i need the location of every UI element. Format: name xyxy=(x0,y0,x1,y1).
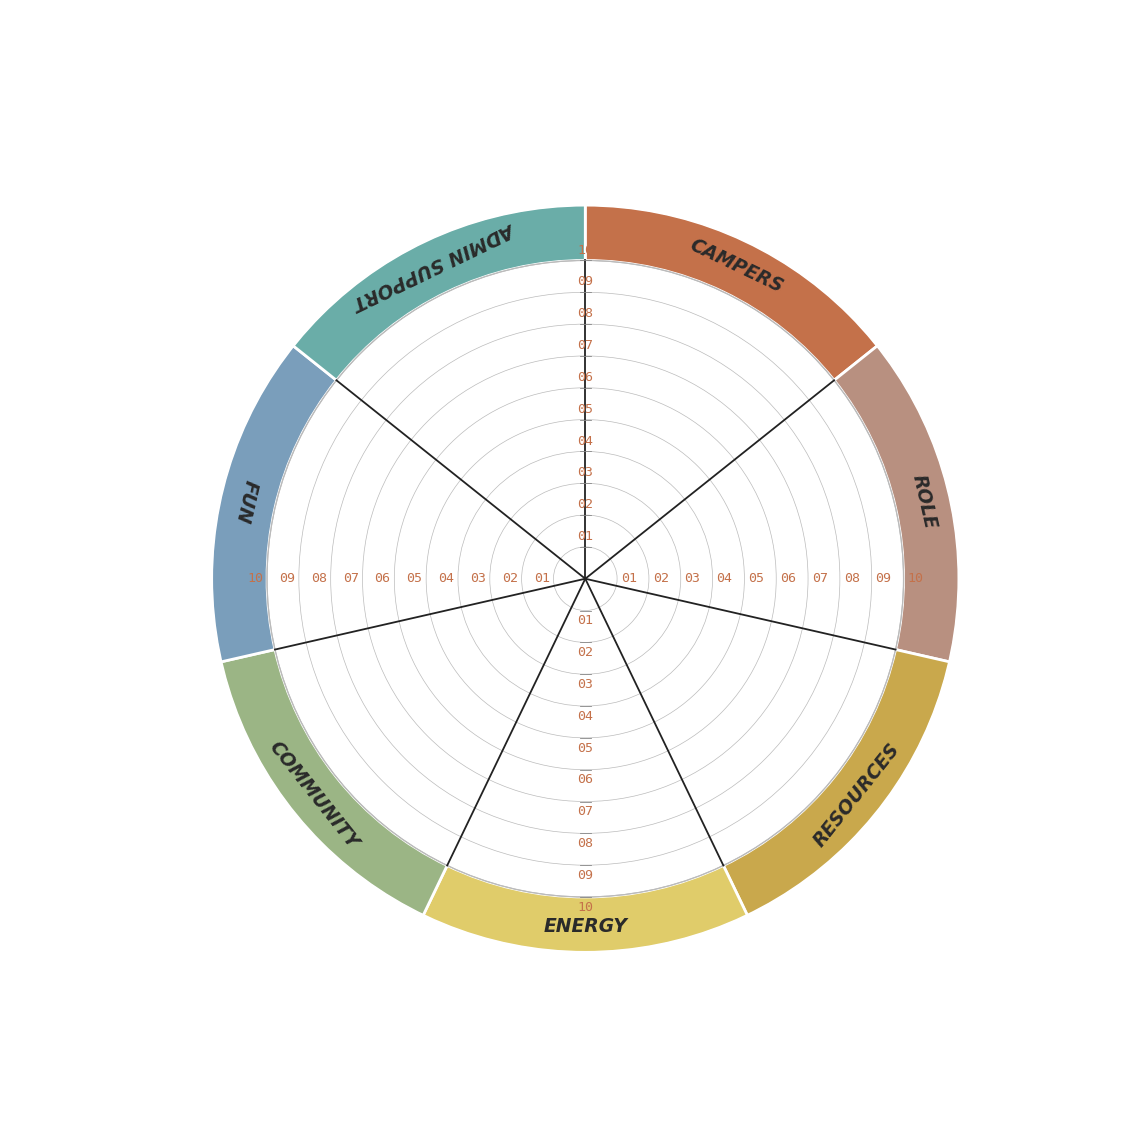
Text: 08: 08 xyxy=(577,837,594,850)
Wedge shape xyxy=(723,650,950,916)
Text: ADMIN SUPPORT: ADMIN SUPPORT xyxy=(351,219,518,313)
Text: 04: 04 xyxy=(577,709,594,723)
Text: 06: 06 xyxy=(375,572,391,586)
Text: RESOURCES: RESOURCES xyxy=(810,740,903,850)
Text: 01: 01 xyxy=(577,531,594,543)
Text: 08: 08 xyxy=(844,572,860,586)
Text: 02: 02 xyxy=(653,572,669,586)
Wedge shape xyxy=(220,650,448,916)
Text: 06: 06 xyxy=(577,774,594,786)
Text: 09: 09 xyxy=(577,869,594,882)
Text: 01: 01 xyxy=(533,572,549,586)
Text: 04: 04 xyxy=(716,572,732,586)
Text: ROLE: ROLE xyxy=(909,472,940,531)
Wedge shape xyxy=(585,204,878,380)
Wedge shape xyxy=(211,345,337,662)
Text: 05: 05 xyxy=(407,572,423,586)
Text: 03: 03 xyxy=(577,678,594,691)
Text: 06: 06 xyxy=(577,371,594,384)
Text: 04: 04 xyxy=(577,434,594,448)
Text: 09: 09 xyxy=(279,572,295,586)
Text: ENERGY: ENERGY xyxy=(544,917,627,935)
Text: 10: 10 xyxy=(247,572,263,586)
Text: 10: 10 xyxy=(577,901,594,913)
Circle shape xyxy=(267,260,903,897)
Text: 07: 07 xyxy=(343,572,359,586)
Text: 09: 09 xyxy=(876,572,892,586)
Text: 07: 07 xyxy=(577,339,594,352)
Text: 02: 02 xyxy=(577,499,594,511)
Wedge shape xyxy=(423,865,748,953)
Text: CAMPERS: CAMPERS xyxy=(686,235,786,297)
Text: 02: 02 xyxy=(577,646,594,659)
Text: 10: 10 xyxy=(577,244,594,257)
Text: 07: 07 xyxy=(577,806,594,818)
Text: 07: 07 xyxy=(812,572,828,586)
Text: 08: 08 xyxy=(577,307,594,321)
Wedge shape xyxy=(292,204,585,380)
Text: 05: 05 xyxy=(577,402,594,416)
Text: 03: 03 xyxy=(577,466,594,479)
Text: 05: 05 xyxy=(577,741,594,755)
Wedge shape xyxy=(834,345,959,662)
Text: 03: 03 xyxy=(684,572,700,586)
Text: 08: 08 xyxy=(311,572,327,586)
Text: 02: 02 xyxy=(501,572,517,586)
Text: 01: 01 xyxy=(621,572,637,586)
Text: COMMUNITY: COMMUNITY xyxy=(265,738,362,853)
Text: FUN: FUN xyxy=(233,478,260,525)
Text: 04: 04 xyxy=(439,572,455,586)
Text: 05: 05 xyxy=(748,572,764,586)
Text: 01: 01 xyxy=(577,614,594,627)
Text: 06: 06 xyxy=(780,572,796,586)
Text: 03: 03 xyxy=(471,572,486,586)
Text: 09: 09 xyxy=(577,275,594,289)
Text: 10: 10 xyxy=(908,572,924,586)
